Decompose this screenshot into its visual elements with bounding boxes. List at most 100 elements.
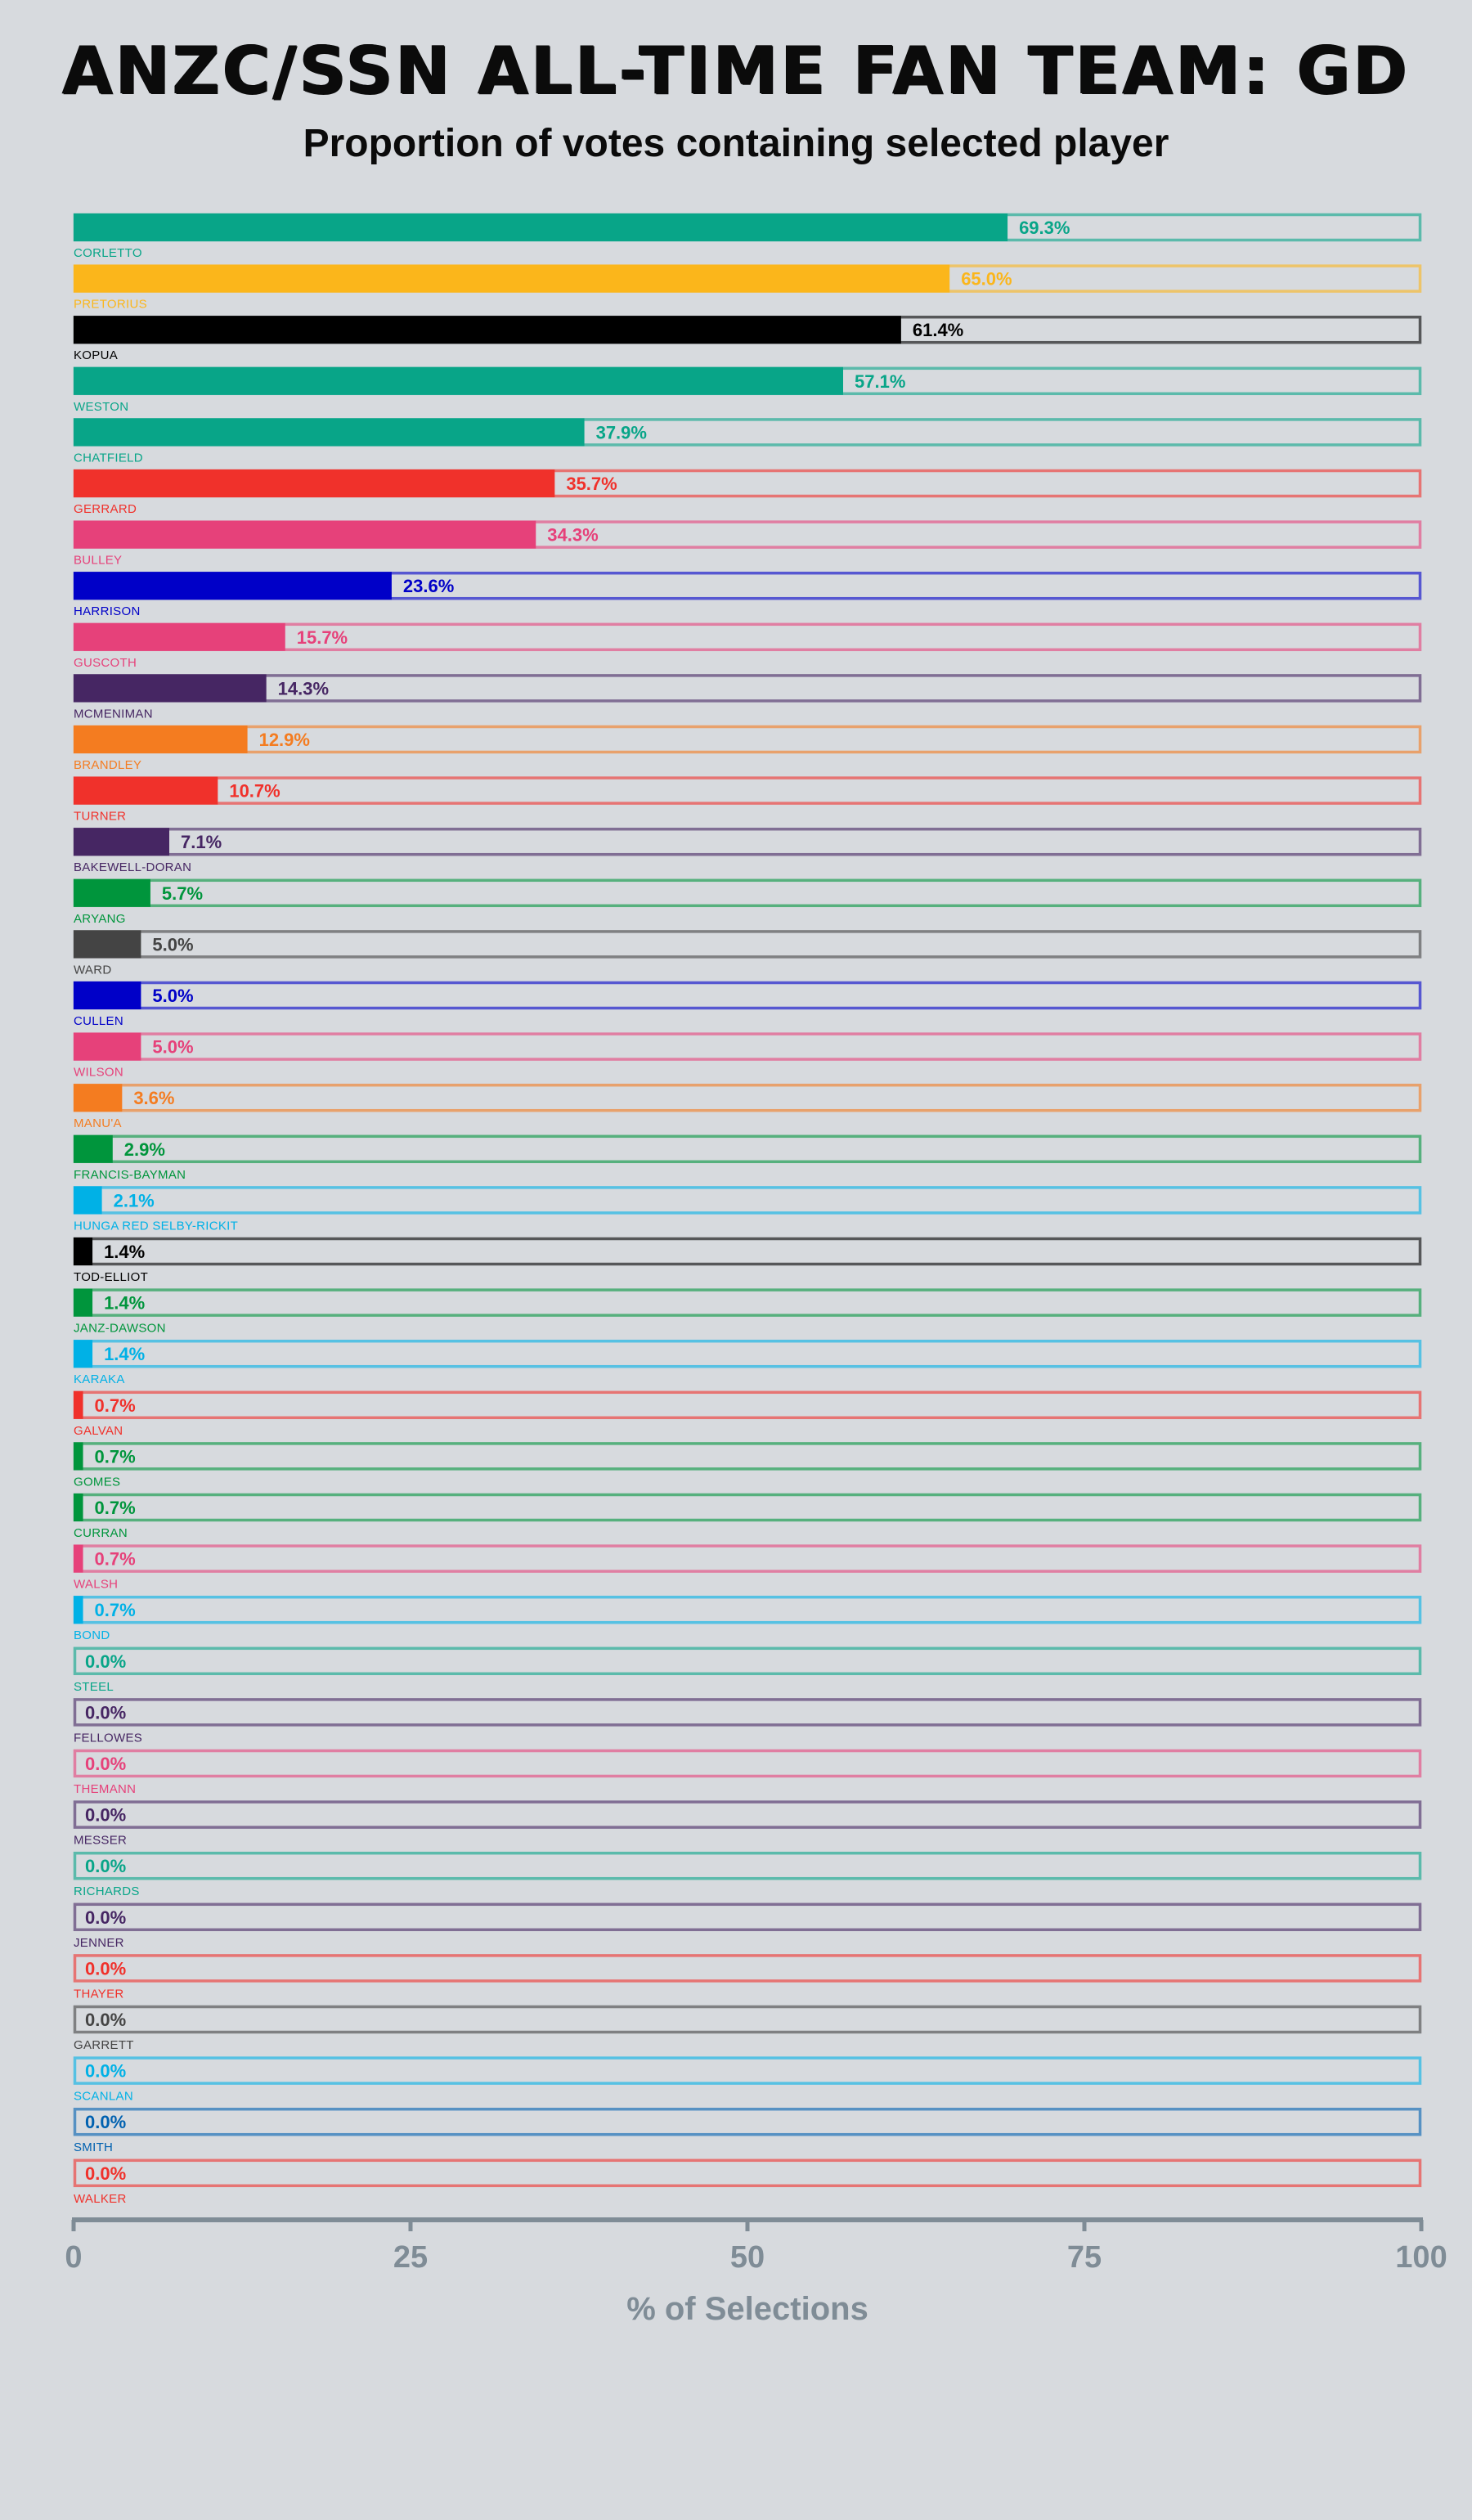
bar — [74, 1596, 83, 1624]
bar — [74, 878, 150, 907]
category-label: CURRAN — [74, 1526, 128, 1540]
bars-group: 69.3% CORLETTO 65.0% PRETORIUS 61.4% KOPUA 57.… — [73, 213, 1422, 2206]
chart-title: ANZC/SSN ALL-TIME FAN TEAM: GD — [62, 33, 1410, 109]
bar-track — [73, 674, 1422, 703]
category-label: TOD-ELLIOT — [74, 1270, 148, 1284]
data-label: 34.3% — [547, 525, 598, 546]
data-label: 7.1% — [181, 832, 222, 852]
data-label: 15.7% — [297, 627, 348, 648]
bar — [74, 316, 901, 344]
bar-track — [73, 2158, 1422, 2188]
category-label: KOPUA — [74, 348, 118, 362]
bar-row: 2.1% HUNGA RED SELBY-RICKIT — [73, 1186, 1422, 1233]
bar-track — [73, 1237, 1422, 1266]
bar — [74, 1494, 83, 1521]
bar — [74, 828, 170, 856]
bar — [74, 1390, 83, 1419]
bar-row: 3.6% MANU'A — [73, 1083, 1422, 1130]
data-label: 3.6% — [133, 1088, 174, 1108]
bar-track — [73, 1698, 1422, 1727]
data-label: 37.9% — [596, 422, 647, 442]
x-tick-label: 75 — [1067, 2240, 1102, 2275]
category-label: GALVAN — [74, 1424, 123, 1438]
bar-row: 0.0% FELLOWES — [73, 1698, 1422, 1745]
category-label: WESTON — [74, 400, 128, 414]
bar — [74, 264, 950, 293]
data-label: 0.0% — [85, 1805, 126, 1826]
category-label: HARRISON — [74, 604, 141, 618]
bar-row: 0.7% CURRAN — [73, 1493, 1422, 1540]
data-label: 23.6% — [403, 576, 454, 596]
bar — [74, 572, 392, 600]
category-label: WARD — [74, 963, 111, 977]
data-label: 12.9% — [259, 730, 310, 750]
bar-track — [73, 1800, 1422, 1829]
data-label: 0.0% — [85, 2061, 126, 2082]
bar-row: 0.0% GARRETT — [73, 2005, 1422, 2052]
data-label: 0.0% — [85, 1958, 126, 1979]
data-label: 2.1% — [114, 1190, 155, 1211]
bar-track — [73, 1493, 1422, 1522]
category-label: GARRETT — [74, 2038, 134, 2052]
bar-row: 2.9% FRANCIS-BAYMAN — [73, 1134, 1422, 1182]
bar-row: 5.7% ARYANG — [73, 878, 1422, 926]
data-label: 1.4% — [104, 1293, 145, 1314]
category-label: TURNER — [74, 810, 126, 824]
bar-track — [73, 1390, 1422, 1420]
data-label: 0.0% — [85, 1651, 126, 1672]
data-label: 0.7% — [95, 1549, 136, 1570]
bar-row: 10.7% TURNER — [73, 776, 1422, 824]
data-label: 10.7% — [229, 781, 280, 802]
bar — [74, 213, 1008, 241]
bar-track — [73, 2056, 1422, 2085]
data-label: 0.0% — [85, 1856, 126, 1876]
category-label: MANU'A — [74, 1116, 122, 1130]
category-label: CORLETTO — [74, 246, 142, 260]
data-label: 0.0% — [85, 1754, 126, 1774]
bar-row: 0.0% JENNER — [73, 1902, 1422, 1950]
bar-row: 5.0% WARD — [73, 930, 1422, 977]
bar-row: 5.0% WILSON — [73, 1032, 1422, 1080]
data-label: 5.7% — [162, 883, 203, 904]
bar-track — [73, 1902, 1422, 1932]
bar — [74, 1134, 113, 1163]
bar-row: 0.7% WALSH — [73, 1544, 1422, 1592]
bar-track — [73, 1851, 1422, 1880]
bar-row: 1.4% KARAKA — [73, 1339, 1422, 1386]
bar-row: 34.3% BULLEY — [73, 520, 1422, 568]
bar — [74, 1340, 93, 1368]
data-label: 1.4% — [104, 1344, 145, 1364]
data-label: 2.9% — [124, 1139, 165, 1160]
bar-track — [73, 1544, 1422, 1573]
bar-track — [73, 1032, 1422, 1061]
x-axis: 0 25 50 75 100 % of Selections — [65, 2217, 1447, 2327]
bar — [74, 1032, 141, 1061]
bar — [74, 469, 555, 497]
bar-track — [73, 1595, 1422, 1624]
data-label: 65.0% — [961, 269, 1012, 290]
x-tick-label: 50 — [730, 2240, 765, 2275]
bar-row: 0.0% THEMANN — [73, 1749, 1422, 1796]
x-tick-label: 25 — [393, 2240, 428, 2275]
bar-track — [73, 1134, 1422, 1164]
bar-track — [73, 1339, 1422, 1368]
category-label: THAYER — [74, 1987, 124, 2001]
category-label: RICHARDS — [74, 1884, 140, 1898]
bar-track — [73, 1749, 1422, 1778]
category-label: SMITH — [74, 2140, 113, 2154]
bar-row: 5.0% CULLEN — [73, 981, 1422, 1028]
bar-track — [73, 2005, 1422, 2034]
bar — [74, 1186, 102, 1215]
category-label: ARYANG — [74, 912, 126, 926]
data-label: 5.0% — [152, 986, 193, 1006]
category-label: JENNER — [74, 1936, 124, 1950]
category-label: GOMES — [74, 1475, 120, 1489]
data-label: 5.0% — [152, 934, 193, 955]
bar-row: 0.0% SMITH — [73, 2107, 1422, 2154]
category-label: THEMANN — [74, 1782, 136, 1796]
bar — [74, 930, 141, 959]
category-label: WILSON — [74, 1066, 123, 1080]
bar — [74, 366, 844, 395]
bar-row: 1.4% TOD-ELLIOT — [73, 1237, 1422, 1284]
bar-track — [73, 878, 1422, 908]
